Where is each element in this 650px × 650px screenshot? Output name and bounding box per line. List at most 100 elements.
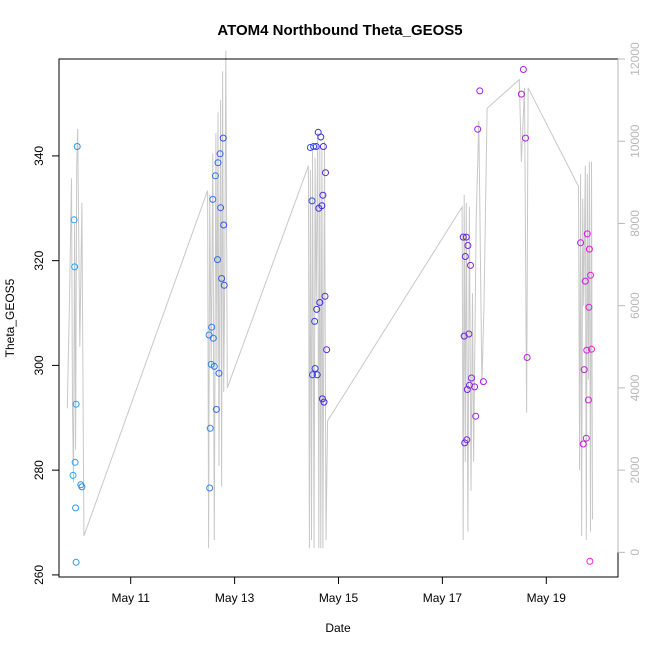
data-point — [312, 143, 320, 150]
secondary-tick-label: 10000 — [628, 124, 642, 158]
data-point — [468, 374, 475, 382]
data-point — [72, 504, 80, 512]
data-point — [220, 281, 228, 289]
data-point — [217, 204, 225, 212]
data-point — [459, 233, 467, 241]
data-point — [72, 400, 80, 408]
data-point — [462, 233, 470, 241]
data-point — [322, 169, 329, 177]
data-point — [519, 66, 527, 73]
data-point — [582, 434, 590, 442]
data-point — [522, 134, 529, 142]
data-point — [70, 216, 78, 224]
x-tick-label: May 11 — [111, 591, 150, 605]
data-point — [206, 484, 214, 492]
data-point — [321, 292, 329, 300]
x-tick-label: May 15 — [319, 591, 359, 605]
data-point — [471, 383, 479, 391]
data-point — [463, 436, 471, 444]
y-tick-label: 340 — [32, 146, 46, 166]
data-point — [318, 202, 326, 210]
data-point — [523, 354, 531, 361]
secondary-tick-label: 0 — [628, 549, 642, 556]
data-point — [219, 134, 227, 142]
data-point — [465, 330, 473, 338]
data-point — [310, 143, 318, 150]
data-point — [579, 440, 587, 448]
data-point — [210, 362, 218, 370]
data-point — [209, 195, 217, 203]
data-point — [319, 191, 327, 199]
data-point — [71, 458, 79, 466]
data-point — [474, 125, 482, 133]
secondary-tick-label: 4000 — [628, 374, 642, 401]
y-tick-label: 320 — [32, 250, 46, 270]
data-point — [585, 245, 593, 253]
data-point — [587, 271, 594, 279]
data-point — [580, 366, 588, 374]
data-point — [581, 277, 589, 285]
data-point — [69, 471, 77, 479]
data-point — [479, 378, 487, 386]
secondary-tick-label: 8000 — [628, 210, 642, 237]
data-point — [216, 150, 224, 158]
data-point — [577, 239, 585, 247]
y-axis-label: Theta_GEOS5 — [3, 278, 17, 357]
data-point — [476, 87, 484, 95]
x-axis: May 11 May 13 May 15 May 17 May 19 — [111, 576, 567, 605]
data-point — [319, 143, 327, 150]
altitude-series-line — [66, 50, 593, 549]
y-tick-label: 260 — [32, 565, 46, 585]
data-point — [517, 90, 525, 98]
data-point — [463, 386, 471, 393]
data-point — [588, 345, 595, 353]
data-point — [464, 242, 472, 249]
data-point — [73, 143, 81, 150]
data-point — [313, 305, 321, 313]
data-point — [211, 172, 219, 180]
data-point — [461, 253, 469, 260]
data-point — [206, 424, 214, 432]
data-point — [212, 405, 220, 413]
y-tick-label: 280 — [32, 460, 46, 480]
data-points — [69, 66, 595, 566]
secondary-y-axis: 0 2000 4000 6000 8000 10000 12000 — [617, 42, 642, 556]
data-point — [220, 221, 228, 229]
data-point — [586, 557, 594, 565]
data-point — [214, 256, 221, 264]
data-point — [583, 346, 591, 354]
data-point — [311, 317, 319, 325]
x-tick-label: May 13 — [215, 591, 255, 605]
y-axis: 260 280 300 320 340 — [32, 146, 60, 585]
secondary-tick-label: 6000 — [628, 292, 642, 319]
data-point — [472, 412, 480, 420]
data-point — [309, 371, 316, 379]
secondary-tick-label: 12000 — [628, 42, 642, 76]
data-point — [323, 346, 331, 354]
chart-title: ATOM4 Northbound Theta_GEOS5 — [217, 22, 462, 39]
data-point — [311, 365, 319, 372]
data-point — [316, 299, 324, 306]
data-point — [72, 558, 80, 566]
data-point — [467, 261, 474, 269]
data-point — [209, 334, 217, 342]
x-tick-label: May 19 — [527, 591, 567, 605]
x-axis-label: Date — [325, 621, 351, 635]
data-point — [218, 275, 226, 282]
x-tick-label: May 17 — [423, 591, 463, 605]
data-point — [313, 371, 321, 379]
data-point — [585, 303, 593, 311]
data-point — [71, 263, 79, 271]
data-point — [320, 398, 328, 406]
y-tick-label: 300 — [32, 355, 46, 375]
data-point — [215, 369, 223, 377]
secondary-tick-label: 2000 — [628, 456, 642, 483]
secondary-series — [66, 50, 593, 549]
data-point — [214, 159, 222, 167]
data-point — [583, 230, 591, 238]
data-point — [78, 483, 86, 491]
data-point — [208, 323, 216, 331]
data-point — [584, 396, 592, 404]
data-point — [317, 133, 325, 141]
